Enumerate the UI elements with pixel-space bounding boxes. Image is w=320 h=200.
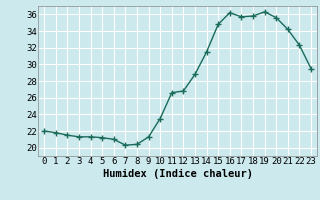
X-axis label: Humidex (Indice chaleur): Humidex (Indice chaleur) bbox=[103, 169, 252, 179]
